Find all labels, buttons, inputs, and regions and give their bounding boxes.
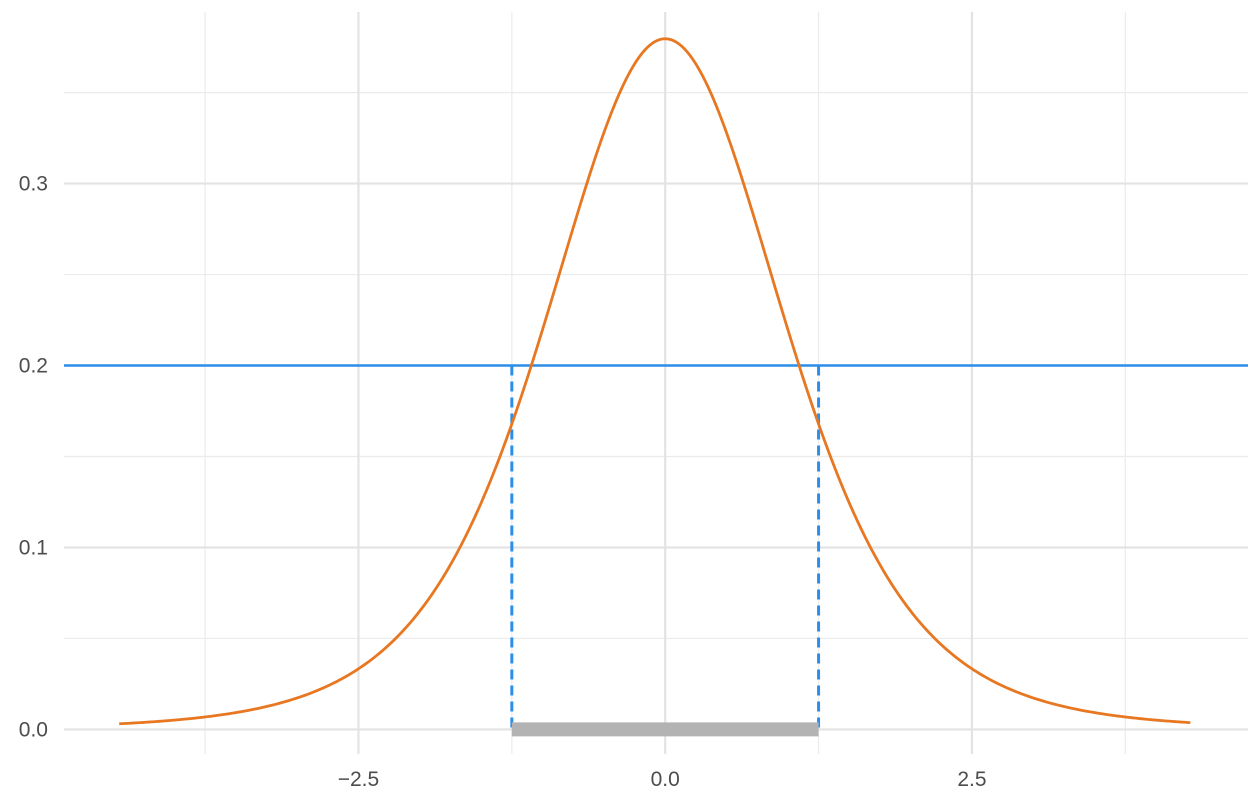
x-tick-label: 2.5 [957, 768, 986, 791]
x-tick-label: 0.0 [651, 768, 680, 791]
marks-layer [64, 37, 1248, 737]
x-tick-label: −2.5 [338, 768, 379, 791]
y-tick-label: 0.1 [19, 536, 48, 559]
density-curve [119, 37, 1191, 726]
labels-layer: 0.0 0.1 0.2 0.3 −2.5 0.0 2.5 [19, 173, 987, 791]
grid-layer [64, 12, 1248, 754]
y-tick-label: 0.0 [19, 718, 48, 741]
y-tick-label: 0.3 [19, 173, 48, 196]
y-tick-label: 0.2 [19, 355, 48, 378]
